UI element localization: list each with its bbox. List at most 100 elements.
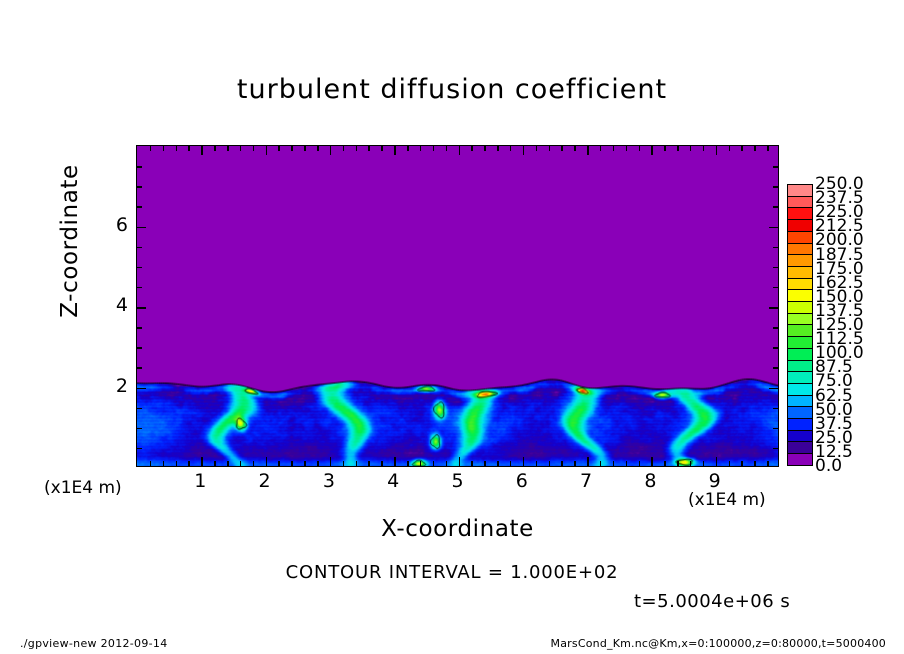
axis-tick	[587, 146, 589, 155]
axis-tick	[137, 246, 142, 249]
colorbar-tick-label: 25.0	[815, 427, 853, 448]
axis-tick	[355, 461, 358, 466]
plot-area[interactable]	[136, 145, 779, 467]
axis-tick	[278, 461, 280, 466]
x-unit-label-left: (x1E4 m)	[44, 478, 122, 498]
axis-tick	[664, 146, 666, 151]
axis-tick	[458, 146, 460, 155]
axis-tick	[214, 146, 216, 151]
colorbar-band	[788, 266, 812, 279]
colorbar-band	[788, 430, 812, 443]
axis-tick	[355, 146, 358, 151]
axis-tick	[201, 146, 203, 155]
axis-tick	[754, 461, 756, 466]
colorbar-band	[788, 220, 812, 232]
colorbar-band	[788, 278, 812, 291]
y-tick-label: 2	[115, 374, 128, 397]
axis-tick	[265, 146, 268, 155]
x-tick-label: 7	[580, 470, 593, 492]
axis-tick	[651, 146, 653, 155]
axis-tick	[599, 146, 602, 151]
timestamp-label: t=5.0004e+06 s	[634, 591, 791, 612]
axis-tick	[773, 407, 778, 410]
footer-command: ./gpview-new 2012-09-14	[20, 637, 168, 650]
colorbar-tick-labels: 250.0 237.5 225.0 212.5 200.0 187.5 175.0 162.5…	[815, 176, 903, 475]
axis-tick	[432, 461, 435, 466]
axis-tick	[317, 461, 319, 466]
axis-tick	[149, 146, 152, 151]
axis-tick	[484, 146, 486, 151]
colorbar-band	[788, 255, 812, 267]
axis-tick	[773, 367, 778, 369]
axis-tick	[484, 461, 486, 466]
axis-tick	[548, 461, 551, 466]
axis-tick	[162, 146, 165, 151]
footer-source: MarsCond_Km.nc@Km,x=0:100000,z=0:80000,t…	[550, 637, 886, 650]
contour-interval-label: CONTOUR INTERVAL = 1.000E+02	[285, 562, 619, 583]
colorbar-tick-label: 200.0	[815, 230, 864, 251]
axis-tick	[769, 226, 778, 228]
y-tick-label: 6	[115, 213, 128, 236]
axis-tick	[137, 166, 142, 168]
axis-tick	[137, 367, 142, 369]
axis-tick	[664, 461, 666, 466]
colorbar-tick-label: 112.5	[815, 329, 864, 350]
axis-tick	[175, 461, 178, 466]
colorbar-gradient	[787, 184, 813, 466]
axis-tick	[471, 146, 473, 151]
colorbar-tick-label: 162.5	[815, 272, 864, 293]
axis-tick	[561, 146, 563, 151]
axis-tick	[137, 226, 146, 228]
axis-tick	[599, 461, 602, 466]
axis-tick	[612, 146, 615, 151]
colorbar-band	[788, 395, 812, 408]
colorbar-tick-label: 237.5	[815, 188, 864, 209]
colorbar-band	[788, 383, 812, 396]
axis-tick	[689, 461, 692, 466]
axis-tick	[773, 286, 778, 289]
axis-tick	[497, 146, 499, 151]
axis-tick	[432, 146, 435, 151]
colorbar-tick-label: 175.0	[815, 258, 864, 279]
axis-tick	[471, 461, 473, 466]
colorbar-band	[788, 231, 812, 244]
axis-tick	[304, 146, 306, 151]
colorbar-tick-label: 250.0	[815, 174, 864, 194]
axis-tick	[137, 327, 142, 329]
axis-tick	[677, 146, 679, 151]
colorbar-tick-label: 137.5	[815, 300, 864, 321]
x-tick-label: 5	[451, 470, 464, 492]
colorbar-tick-label: 12.5	[815, 441, 853, 462]
axis-tick	[227, 461, 229, 466]
axis-tick	[773, 206, 778, 208]
colorbar-band	[788, 337, 812, 349]
axis-tick	[149, 461, 152, 466]
axis-tick	[368, 146, 370, 151]
colorbar-band	[788, 243, 812, 256]
axis-tick	[137, 307, 146, 309]
colorbar-tick-label: 87.5	[815, 357, 853, 378]
axis-tick	[137, 447, 142, 450]
axis-tick	[137, 286, 142, 289]
axis-tick	[291, 461, 293, 466]
colorbar-band	[788, 313, 812, 326]
axis-tick	[769, 387, 778, 389]
page-title: turbulent diffusion coefficient	[236, 74, 668, 105]
colorbar-band	[788, 348, 812, 361]
axis-tick	[522, 146, 525, 155]
colorbar-band	[788, 325, 812, 338]
axis-tick	[394, 146, 396, 155]
x-unit-label-right: (x1E4 m)	[688, 490, 766, 510]
axis-tick	[162, 461, 165, 466]
colorbar-tick-label: 75.0	[815, 371, 853, 392]
axis-tick	[773, 447, 778, 450]
y-axis-title: Z-coordinate	[57, 164, 83, 318]
colorbar-tick-label: 62.5	[815, 385, 853, 406]
turbulence-field-heatmap	[137, 146, 778, 466]
axis-tick	[741, 146, 743, 151]
axis-tick	[587, 457, 589, 466]
colorbar-band	[788, 442, 812, 455]
axis-tick	[291, 146, 293, 151]
axis-tick	[407, 461, 409, 466]
axis-tick	[509, 461, 512, 466]
